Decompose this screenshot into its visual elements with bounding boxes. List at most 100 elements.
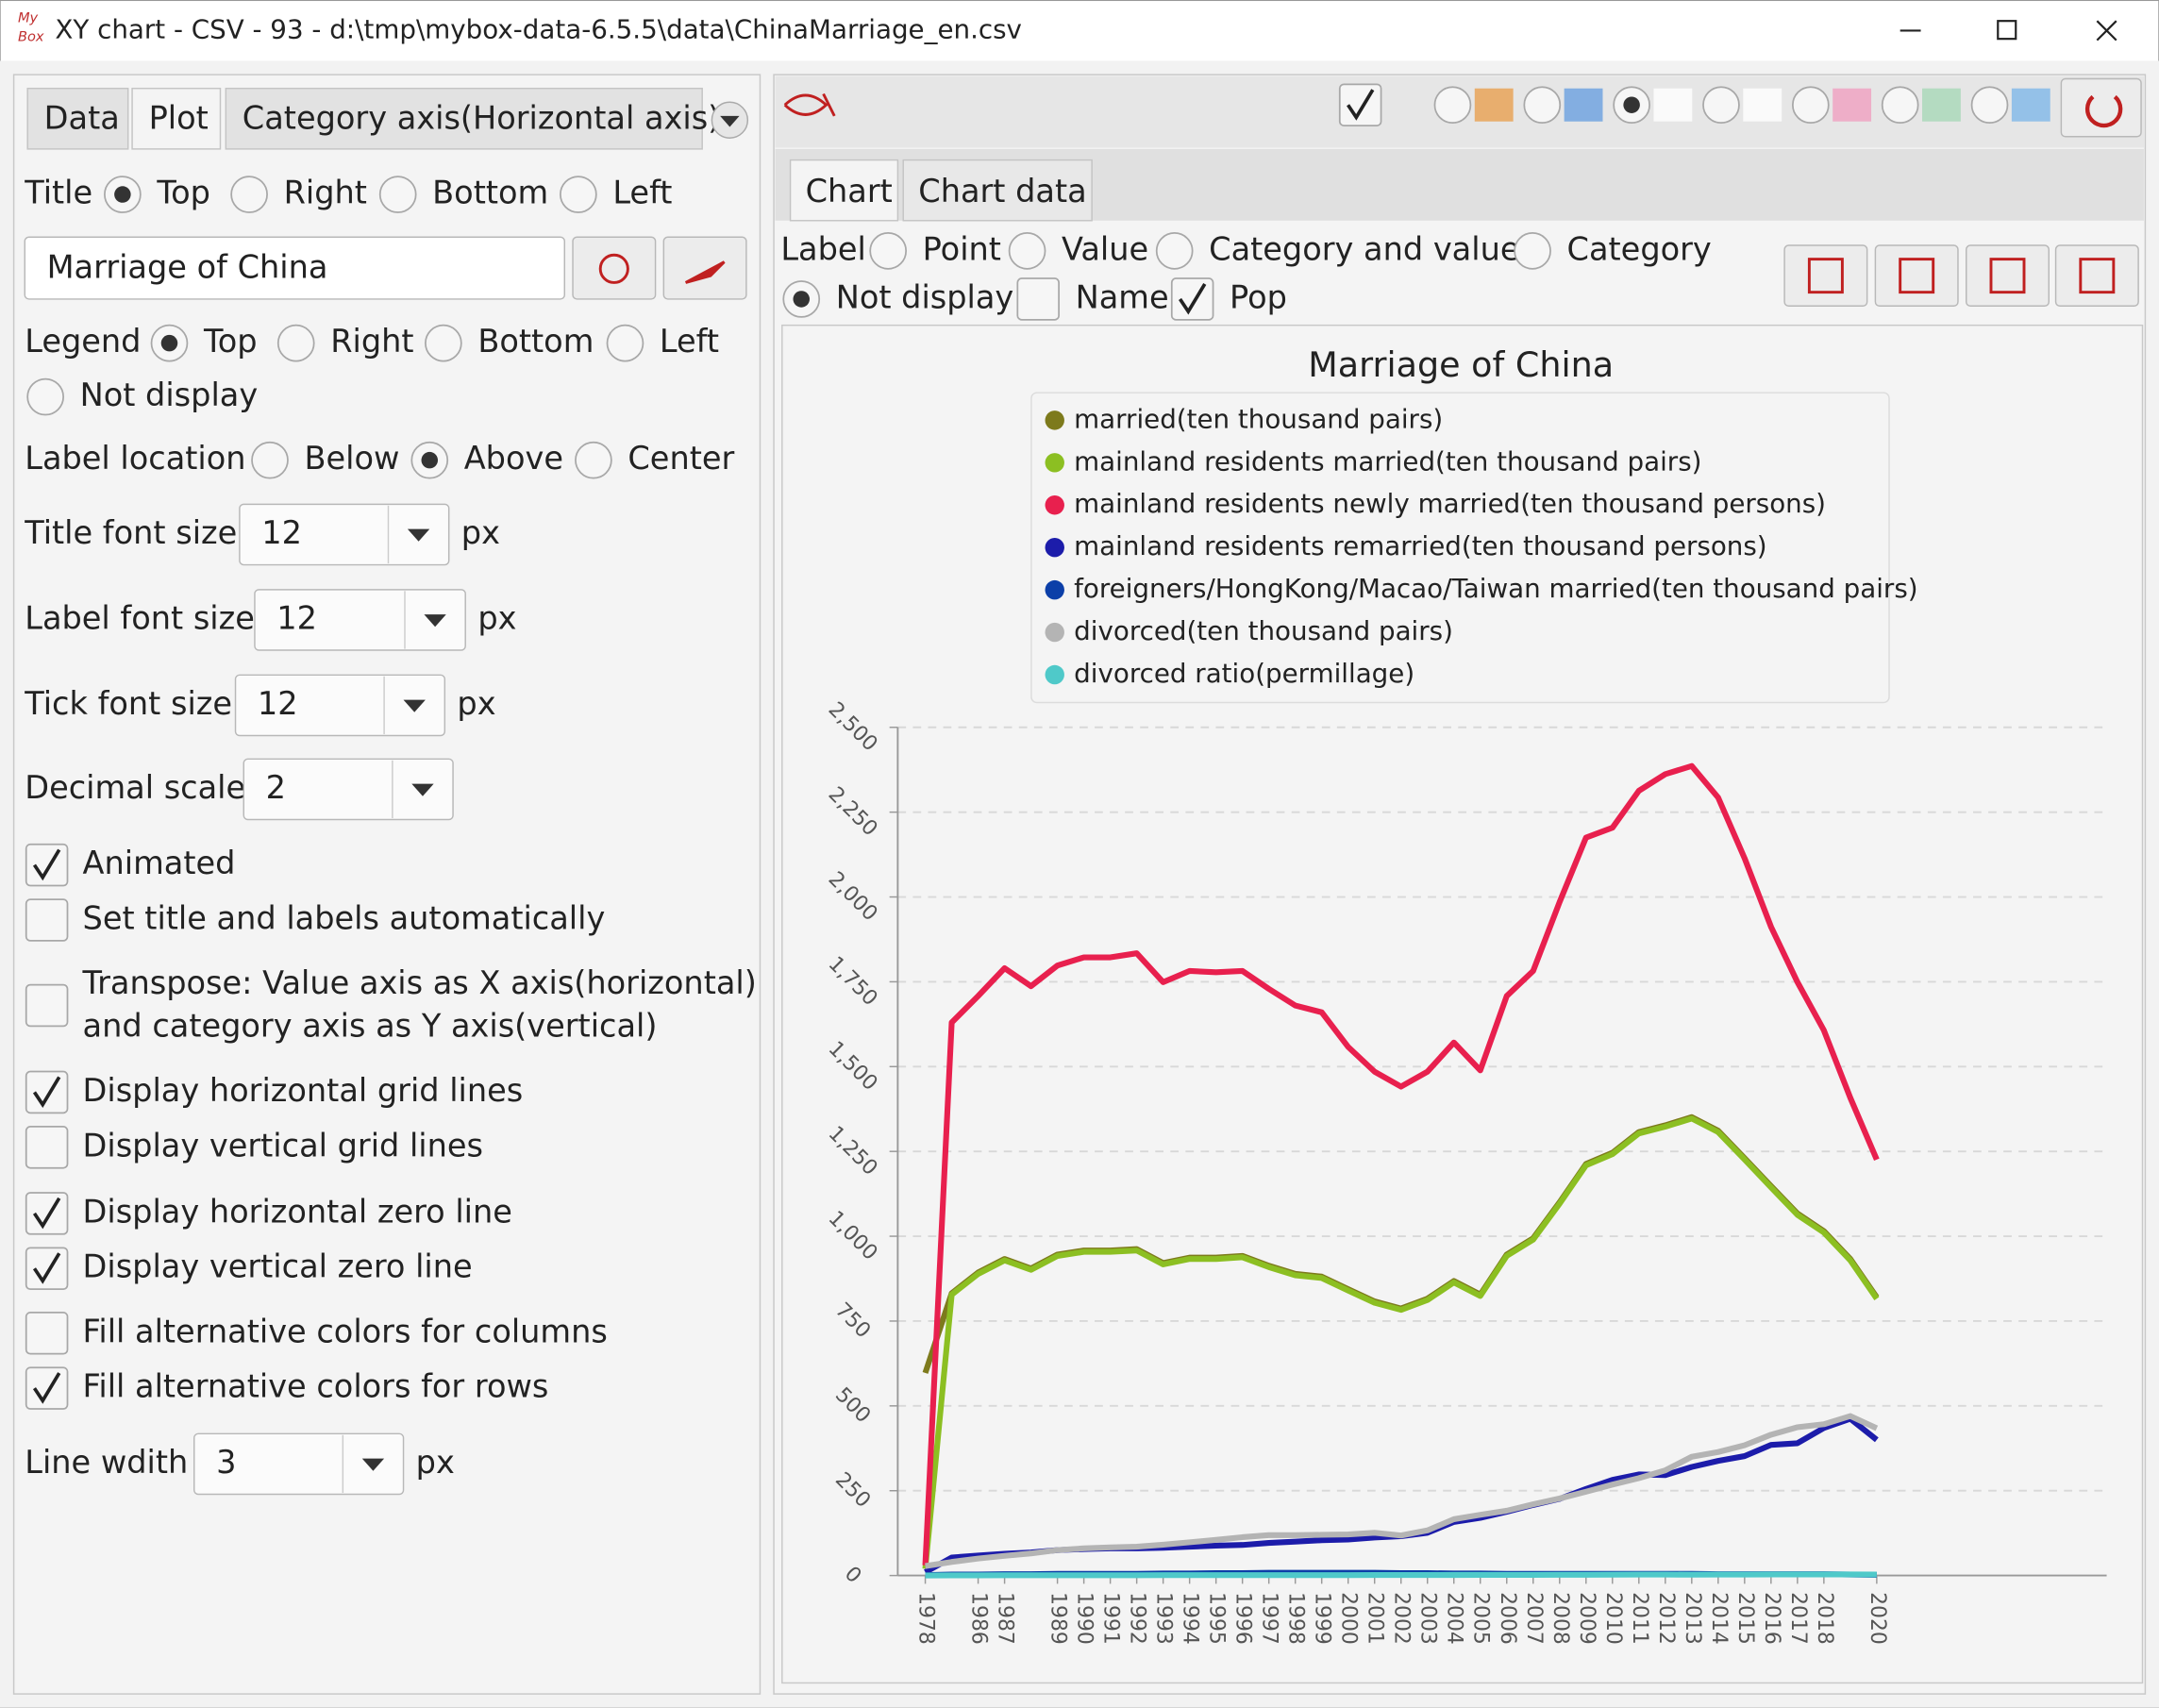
checkbox[interactable] [25, 1126, 69, 1169]
radio-label: Left [612, 175, 672, 211]
tab[interactable] [26, 87, 129, 150]
legend-marker [1045, 664, 1064, 685]
check-mark [32, 1076, 61, 1108]
chart-type-icon[interactable] [1833, 88, 1872, 122]
radio-button[interactable] [251, 441, 289, 479]
x-tick-label: 2013 [1681, 1592, 1704, 1645]
tab[interactable] [902, 159, 1093, 222]
checkbox[interactable] [25, 1070, 69, 1114]
radio-button[interactable] [26, 377, 64, 416]
field-label: Label font size [25, 599, 255, 636]
checkbox[interactable] [1170, 277, 1214, 321]
chart-type-icon[interactable] [2011, 88, 2050, 122]
series-line [925, 1413, 1879, 1569]
x-tick-label: 1990 [1073, 1592, 1096, 1645]
maximize-button[interactable] [1997, 20, 2017, 41]
tool-icon [1989, 258, 2026, 294]
radio-button[interactable] [276, 324, 315, 362]
radio-button[interactable] [1702, 86, 1740, 125]
checkbox[interactable] [25, 843, 69, 887]
legend-label: mainland residents remarried(ten thousan… [1074, 530, 1766, 561]
radio-label: Value [1062, 230, 1148, 267]
radio-button[interactable] [575, 441, 612, 479]
check-mark [32, 1197, 61, 1230]
checkbox[interactable] [1338, 83, 1382, 126]
chart-type-icon[interactable] [1653, 88, 1693, 122]
tool-button[interactable] [1874, 244, 1959, 307]
refresh-button[interactable] [2060, 77, 2142, 138]
tab[interactable] [225, 87, 703, 150]
chart-type-icon[interactable] [1743, 88, 1782, 122]
field-label: Line wdith [25, 1444, 188, 1481]
unit-label: px [416, 1444, 455, 1481]
x-tick-label: 2018 [1813, 1592, 1836, 1645]
radio-dot [793, 291, 810, 308]
radio-button[interactable] [1791, 86, 1830, 125]
tab[interactable] [789, 159, 899, 222]
radio-button[interactable] [230, 176, 268, 213]
checkbox-label: Set title and labels automatically [83, 900, 606, 937]
tab-label: Plot [149, 100, 209, 137]
combo-value: 12 [258, 685, 298, 722]
combo-box[interactable] [254, 589, 466, 651]
tab[interactable] [131, 87, 222, 150]
checkbox[interactable] [25, 1247, 69, 1290]
series-line [922, 762, 1880, 1566]
svg-text:Box: Box [18, 29, 44, 45]
radio-button[interactable] [425, 324, 462, 362]
icon-button[interactable] [662, 236, 747, 300]
checkbox[interactable] [1016, 277, 1060, 321]
checkbox[interactable] [25, 1192, 69, 1235]
radio-button[interactable] [1514, 232, 1551, 270]
unit-label: px [461, 514, 500, 551]
chart-type-icon[interactable] [1564, 88, 1603, 122]
x-tick-label: 2012 [1654, 1592, 1678, 1645]
radio-button[interactable] [560, 176, 597, 213]
radio-label: Bottom [477, 323, 594, 360]
group-label: Title [24, 175, 92, 211]
radio-button[interactable] [1155, 232, 1194, 270]
icon-button[interactable] [572, 236, 657, 300]
radio-button[interactable] [1881, 86, 1919, 125]
combo-value: 2 [266, 769, 286, 806]
field-label: Decimal scale [25, 769, 245, 806]
checkbox[interactable] [25, 1366, 69, 1410]
combo-box[interactable] [193, 1432, 405, 1496]
chart-type-icon[interactable] [1474, 88, 1514, 122]
radio-dot [1623, 96, 1640, 113]
radio-button[interactable] [869, 232, 908, 270]
checkbox[interactable] [25, 983, 69, 1028]
combo-box[interactable] [239, 503, 450, 566]
radio-button[interactable] [1008, 232, 1046, 270]
tool-button[interactable] [1783, 244, 1868, 307]
tab-label: Chart [806, 173, 893, 209]
title-input[interactable] [24, 236, 565, 300]
tool-button[interactable] [1965, 244, 2050, 307]
x-tick-label: 1992 [1126, 1592, 1149, 1645]
window-title: XY chart - CSV - 93 - d:\tmp\mybox-data-… [55, 13, 1022, 44]
check-mark [1347, 89, 1375, 121]
chart: Marriage of China married(ten thousand pa… [781, 324, 2144, 1684]
radio-button[interactable] [606, 324, 644, 362]
radio-button[interactable] [1523, 86, 1562, 125]
radio-button[interactable] [1433, 86, 1472, 125]
checkbox-label: Animated [83, 845, 236, 881]
tab-label: Chart data [918, 173, 1086, 209]
tool-icon [2079, 258, 2116, 294]
chart-type-icon[interactable] [1922, 88, 1961, 122]
combo-value: 12 [261, 514, 302, 551]
radio-button[interactable] [378, 176, 417, 213]
x-tick-label: 2007 [1522, 1592, 1546, 1645]
radio-label: Category [1567, 230, 1712, 267]
combo-box[interactable] [234, 674, 446, 737]
checkbox-label: Fill alternative colors for columns [83, 1313, 608, 1349]
checkbox[interactable] [25, 1312, 69, 1355]
radio-button[interactable] [1970, 86, 2009, 125]
tool-button[interactable] [2054, 244, 2139, 307]
left-controls: Data Plot Category axis(Horizontal axis) Ti… [24, 87, 757, 1496]
close-button[interactable] [2096, 20, 2117, 42]
checkbox[interactable] [25, 898, 69, 942]
radio-label: Left [660, 323, 719, 360]
combo-box[interactable] [243, 758, 454, 821]
